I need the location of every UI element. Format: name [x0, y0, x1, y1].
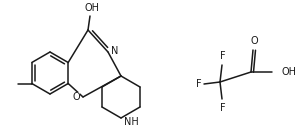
- Text: NH: NH: [124, 117, 139, 127]
- Text: O: O: [250, 36, 258, 46]
- Text: F: F: [220, 103, 226, 113]
- Text: O: O: [72, 92, 80, 102]
- Text: F: F: [196, 79, 202, 89]
- Text: OH: OH: [84, 3, 99, 13]
- Text: N: N: [111, 46, 119, 56]
- Text: OH: OH: [281, 67, 296, 77]
- Text: F: F: [220, 51, 226, 61]
